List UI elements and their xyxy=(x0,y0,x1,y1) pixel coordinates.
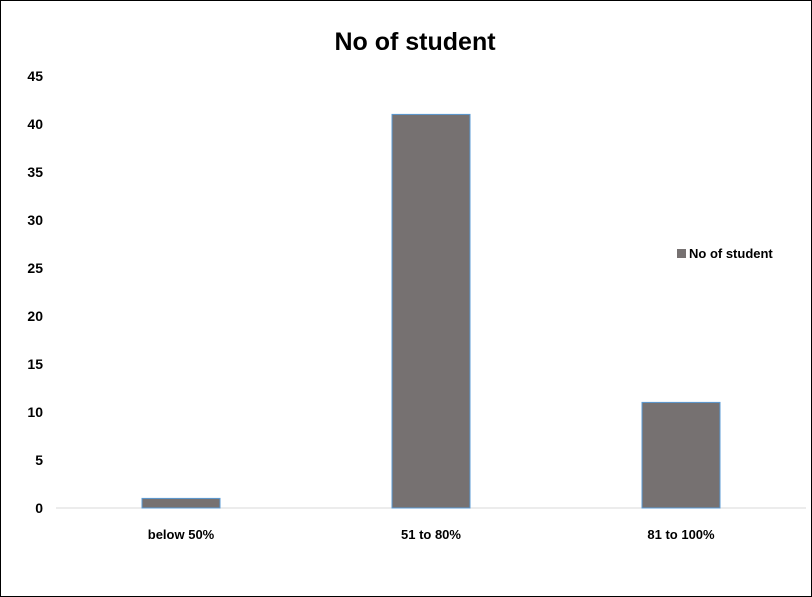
y-tick-label: 35 xyxy=(27,164,43,180)
x-tick-label: below 50% xyxy=(148,527,215,542)
y-tick-label: 5 xyxy=(35,452,43,468)
y-tick-label: 15 xyxy=(27,356,43,372)
y-tick-label: 45 xyxy=(27,68,43,84)
bar xyxy=(141,497,221,509)
legend-label: No of student xyxy=(689,246,773,261)
y-tick-label: 10 xyxy=(27,404,43,420)
bar xyxy=(391,113,471,509)
chart-title: No of student xyxy=(334,28,496,56)
bars xyxy=(141,113,721,509)
y-tick-label: 30 xyxy=(27,212,43,228)
bar xyxy=(641,401,721,509)
x-tick-label: 81 to 100% xyxy=(647,527,715,542)
x-tick-label: 51 to 80% xyxy=(401,527,461,542)
y-tick-label: 40 xyxy=(27,116,43,132)
legend-swatch xyxy=(677,249,686,258)
y-axis: 0 5 10 15 20 25 30 35 40 45 xyxy=(27,68,43,516)
x-axis: below 50% 51 to 80% 81 to 100% xyxy=(56,507,806,542)
y-tick-label: 0 xyxy=(35,500,43,516)
y-tick-label: 25 xyxy=(27,260,43,276)
legend: No of student xyxy=(677,246,773,261)
y-tick-label: 20 xyxy=(27,308,43,324)
